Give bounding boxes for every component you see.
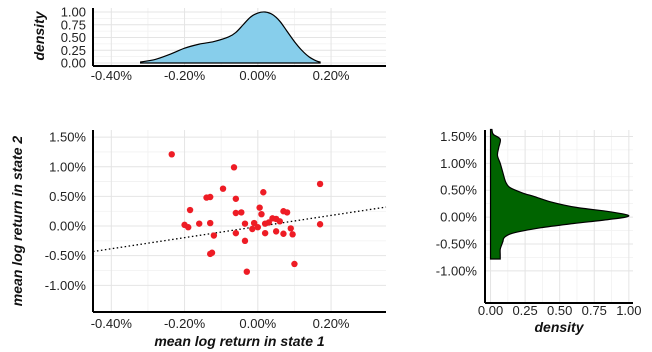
right-x-tick-0: 0.00 [478,303,503,318]
right-x-tick-3: 0.75 [582,303,607,318]
scatter-point-20 [250,219,258,227]
reference-line [92,206,387,253]
scatter-point-11 [238,209,245,216]
scatter-point-31 [289,231,296,238]
right-y-tick-0: -1.00% [436,263,478,278]
top-y-tick-3: 0.75 [61,17,86,32]
scatter-y-tick-2: 0.00% [49,219,86,234]
scatter-point-9 [232,209,240,217]
scatter-y-tick-labels: -1.00% -0.50% 0.00% 0.50% 1.00% 1.50% [45,130,87,293]
scatter-x-tick-labels: -0.40% -0.20% 0.00% 0.20% [91,316,350,331]
scatter-x-tick-1: -0.20% [164,316,206,331]
scatter-grid-major [93,130,386,312]
scatter-point-30 [280,230,287,237]
scatter-point-23 [276,218,283,225]
scatter-point-17 [207,219,214,227]
right-y-tick-3: 0.50% [440,183,477,198]
scatter-point-10 [256,204,263,211]
scatter-panel: -1.00%-0.50%0.00%0.50%1.00%1.50% -0.40% -… [9,130,387,349]
top-x-tick-2: 0.00% [239,68,276,83]
scatter-point-6 [203,194,210,201]
scatter-point-19 [241,220,249,227]
scatter-point-14 [283,209,291,216]
right-y-tick-5: 1.50% [440,129,477,144]
top-x-tick-3: 0.20% [313,68,350,83]
scatter-point-18 [185,224,192,231]
scatter-point-26 [316,221,324,228]
scatter-point-25 [269,215,276,222]
scatter-point-27 [249,225,256,233]
right-y-tick-1: -0.50% [436,236,478,251]
scatter-point-29 [287,225,294,232]
scatter-point-24 [265,219,272,226]
scatter-x-tick-3: 0.20% [313,316,350,331]
right-y-tick-4: 1.00% [440,156,477,171]
scatter-point-34 [232,229,240,237]
top-y-tick-0: 0.00 [61,56,86,71]
scatter-point-39 [291,260,298,268]
right-x-tick-4: 1.00 [616,303,641,318]
scatter-y-tick-3: 0.50% [49,189,86,204]
top-x-tick-labels: -0.40% -0.20% 0.00% 0.20% [91,68,350,83]
right-y-tick-2: 0.00% [440,210,477,225]
scatter-point-28 [254,224,262,231]
scatter-x-tick-2: 0.00% [239,316,276,331]
top-y-tick-2: 0.50 [61,30,86,45]
top-x-tick-0: -0.40% [91,68,133,83]
scatter-grid-minor [93,130,386,312]
top-x-tick-1: -0.20% [164,68,206,83]
right-x-tick-1: 0.25 [512,303,537,318]
top-y-axis-title: density [31,10,47,60]
scatter-x-axis-title: mean log return in state 1 [154,333,325,349]
scatter-y-tick-0: -1.00% [45,278,87,293]
right-density-panel: -1.00% -0.50% 0.00% 0.50% 1.00% 1.50% 0.00 0.2… [436,128,642,335]
top-y-tick-labels: 0.000.250.500.751.00 [61,5,86,71]
scatter-point-8 [186,206,194,214]
scatter-y-axis-title: mean log return in state 2 [9,136,25,307]
right-x-tick-2: 0.50 [547,303,572,318]
scatter-point-3 [219,185,227,192]
top-y-tick-1: 0.25 [61,43,86,58]
scatter-y-tick-5: 1.50% [49,130,86,145]
right-y-tick-labels: -1.00% -0.50% 0.00% 0.50% 1.00% 1.50% [436,129,478,278]
scatter-x-tick-0: -0.40% [91,316,133,331]
scatter-point-1 [230,164,238,171]
scatter-point-7 [232,195,240,202]
top-density-panel: 0.000.250.500.751.00 -0.40% -0.20% 0.00% 0.… [31,5,386,83]
scatter-points [168,151,324,275]
right-density-area [489,128,630,260]
scatter-point-38 [243,268,251,275]
scatter-point-32 [241,237,249,245]
scatter-point-35 [210,232,218,239]
top-y-tick-4: 1.00 [61,5,86,20]
scatter-point-4 [260,189,267,196]
right-x-axis-title: density [534,319,584,335]
scatter-y-tick-4: 1.00% [49,159,86,174]
scatter-point-16 [196,220,203,227]
scatter-point-37 [207,250,214,258]
scatter-y-tick-1: -0.50% [45,248,87,263]
right-x-tick-labels: 0.00 0.25 0.50 0.75 1.00 [478,303,642,318]
scatter-point-0 [168,151,175,158]
top-density-area [140,11,321,64]
scatter-point-40 [272,228,280,235]
scatter-point-33 [261,229,269,237]
scatter-point-2 [316,180,324,188]
scatter-point-12 [258,210,265,218]
